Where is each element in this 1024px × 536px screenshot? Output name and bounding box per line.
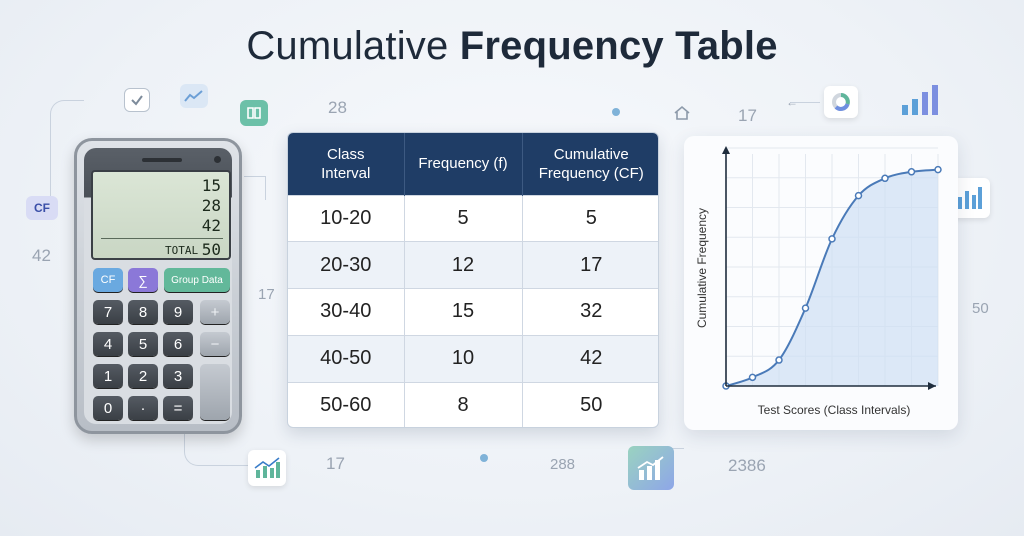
key-8[interactable]: 8 bbox=[128, 300, 158, 324]
floating-number: 50 bbox=[972, 300, 989, 317]
title-part-2: Frequency Table bbox=[459, 24, 778, 68]
key-5[interactable]: 5 bbox=[128, 332, 158, 356]
chart-area-fill bbox=[726, 169, 938, 386]
cell-cumulative: 42 bbox=[522, 334, 658, 383]
cell-cumulative: 50 bbox=[522, 381, 658, 427]
table-row: 50-60 8 50 bbox=[288, 381, 658, 427]
decimal-key[interactable]: · bbox=[128, 396, 158, 420]
growth-chart-icon bbox=[628, 446, 674, 490]
chart-point bbox=[748, 373, 757, 382]
dot-icon bbox=[480, 454, 488, 462]
x-axis-arrow-icon bbox=[928, 382, 936, 390]
cell-cumulative: 17 bbox=[522, 241, 658, 289]
key-1[interactable]: 1 bbox=[93, 364, 123, 388]
display-line: 15 bbox=[201, 176, 221, 195]
chart-point bbox=[775, 356, 783, 364]
key-9[interactable]: 9 bbox=[163, 300, 193, 324]
cell-class-interval: 50-60 bbox=[288, 381, 405, 427]
chart-point bbox=[801, 304, 810, 312]
floating-number: 17 bbox=[258, 286, 275, 303]
connector-line bbox=[184, 420, 254, 466]
header-class-interval: Class Interval bbox=[288, 133, 405, 195]
cell-frequency: 12 bbox=[404, 241, 523, 289]
floating-number: 17 bbox=[326, 454, 345, 473]
floating-number: 17 bbox=[738, 106, 757, 125]
header-cumulative-frequency: Cumulative Frequency (CF) bbox=[522, 133, 658, 195]
cumulative-frequency-table: Class Interval Frequency (f) Cumulative … bbox=[287, 132, 659, 428]
minus-key[interactable]: − bbox=[200, 332, 230, 356]
y-axis-label: Cumulative Frequency bbox=[695, 208, 709, 328]
cf-key[interactable]: CF bbox=[93, 268, 123, 292]
tall-operator-key[interactable] bbox=[200, 364, 230, 420]
floating-number: 42 bbox=[32, 246, 51, 265]
floating-number: 28 bbox=[328, 98, 347, 117]
ogive-chart-card: Test Scores (Class Intervals) Cumulative… bbox=[684, 136, 958, 430]
ogive-chart: Test Scores (Class Intervals) Cumulative… bbox=[695, 146, 942, 417]
arrow-left-icon: ← bbox=[786, 95, 798, 109]
equals-key[interactable]: = bbox=[163, 396, 193, 420]
key-3[interactable]: 3 bbox=[163, 364, 193, 388]
display-separator bbox=[101, 238, 223, 239]
cell-cumulative: 32 bbox=[522, 288, 658, 336]
dot-icon bbox=[612, 108, 620, 116]
key-4[interactable]: 4 bbox=[93, 332, 123, 356]
checkbox-icon bbox=[124, 88, 150, 112]
title-part-1: Cumulative bbox=[246, 24, 460, 68]
connector-line bbox=[50, 100, 84, 210]
frequency-table: Class Interval Frequency (f) Cumulative … bbox=[288, 133, 658, 427]
page-title: Cumulative Frequency Table bbox=[0, 24, 1024, 69]
book-icon bbox=[240, 100, 268, 126]
trend-chart-icon bbox=[180, 84, 208, 108]
chart-point bbox=[907, 168, 916, 176]
total-value: 50 bbox=[201, 240, 221, 259]
sum-key[interactable]: ∑ bbox=[128, 268, 158, 292]
home-icon bbox=[672, 104, 692, 122]
header-frequency: Frequency (f) bbox=[404, 133, 523, 195]
floating-number: 2386 bbox=[728, 456, 766, 475]
calculator-body: 15 28 42 TOTAL 50 CF ∑ Group Data 7 8 9 … bbox=[84, 148, 232, 424]
key-0[interactable]: 0 bbox=[93, 396, 123, 420]
cell-frequency: 10 bbox=[404, 334, 523, 383]
camera-dot bbox=[214, 156, 221, 163]
growth-chart-icon bbox=[248, 450, 286, 486]
key-6[interactable]: 6 bbox=[163, 332, 193, 356]
chart-point bbox=[934, 165, 942, 174]
chart-point bbox=[854, 191, 863, 200]
table-row: 40-50 10 42 bbox=[288, 334, 658, 383]
cell-class-interval: 10-20 bbox=[288, 194, 405, 242]
cell-frequency: 5 bbox=[404, 194, 523, 242]
cell-class-interval: 30-40 bbox=[288, 288, 405, 336]
cell-class-interval: 40-50 bbox=[288, 334, 405, 383]
speaker-grille bbox=[142, 158, 182, 162]
key-7[interactable]: 7 bbox=[93, 300, 123, 324]
group-data-key[interactable]: Group Data bbox=[164, 268, 230, 292]
plus-key[interactable]: + bbox=[200, 300, 230, 324]
calculator-illustration: 15 28 42 TOTAL 50 CF ∑ Group Data 7 8 9 … bbox=[74, 138, 242, 434]
cell-class-interval: 20-30 bbox=[288, 241, 405, 289]
display-line: 28 bbox=[201, 196, 221, 215]
floating-number: 288 bbox=[550, 456, 576, 473]
x-axis-label: Test Scores (Class Intervals) bbox=[758, 403, 911, 417]
cell-frequency: 8 bbox=[404, 381, 523, 427]
total-label: TOTAL bbox=[165, 244, 199, 257]
connector-line bbox=[244, 176, 266, 200]
connector-line bbox=[790, 102, 820, 103]
table-row: 10-20 5 5 bbox=[288, 194, 658, 242]
display-line: 42 bbox=[201, 216, 221, 235]
key-2[interactable]: 2 bbox=[128, 364, 158, 388]
bar-chart-icon bbox=[898, 82, 946, 118]
calculator-display: 15 28 42 TOTAL 50 bbox=[91, 170, 231, 260]
cell-cumulative: 5 bbox=[522, 194, 658, 242]
chart-point bbox=[828, 235, 836, 243]
y-axis-arrow-icon bbox=[722, 146, 730, 154]
table-header-row: Class Interval Frequency (f) Cumulative … bbox=[288, 133, 658, 195]
chart-points bbox=[722, 165, 942, 390]
cell-frequency: 15 bbox=[404, 288, 523, 336]
chart-point bbox=[881, 174, 889, 183]
cf-badge: CF bbox=[26, 196, 58, 220]
donut-chart-icon bbox=[824, 86, 858, 118]
table-row: 30-40 15 32 bbox=[288, 288, 658, 336]
table-row: 20-30 12 17 bbox=[288, 241, 658, 289]
